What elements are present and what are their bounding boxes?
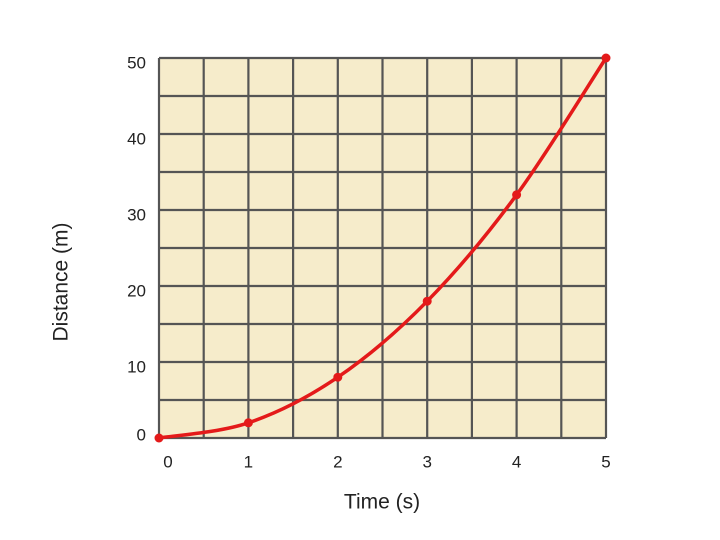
y-tick-label: 40 bbox=[127, 129, 146, 148]
x-tick-label: 2 bbox=[333, 452, 342, 471]
data-point bbox=[154, 433, 164, 443]
data-point bbox=[512, 190, 522, 200]
data-point bbox=[422, 296, 432, 306]
x-axis-title: Time (s) bbox=[344, 491, 420, 514]
x-tick-label: 0 bbox=[163, 452, 172, 471]
x-tick-label: 5 bbox=[601, 452, 610, 471]
x-tick-label: 4 bbox=[512, 452, 521, 471]
y-tick-label: 30 bbox=[127, 205, 146, 224]
x-tick-label: 3 bbox=[422, 452, 431, 471]
y-tick-label: 50 bbox=[127, 53, 146, 72]
data-point bbox=[243, 418, 253, 428]
y-tick-label: 20 bbox=[127, 281, 146, 300]
x-tick-label: 1 bbox=[244, 452, 253, 471]
data-point bbox=[601, 53, 611, 63]
y-tick-label: 10 bbox=[127, 357, 146, 376]
y-tick-label: 0 bbox=[137, 425, 146, 444]
data-point bbox=[333, 372, 343, 382]
y-axis-title: Distance (m) bbox=[50, 222, 73, 341]
